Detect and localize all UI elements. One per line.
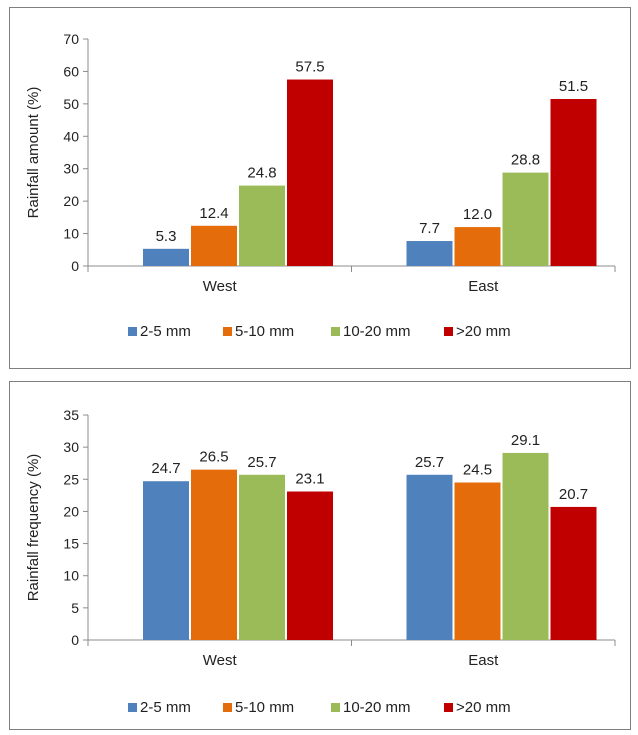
x-category-label: East xyxy=(468,278,499,295)
x-category-label: East xyxy=(468,652,499,669)
legend-label: >20 mm xyxy=(456,699,511,716)
y-tick-label: 20 xyxy=(63,503,79,519)
data-label: 26.5 xyxy=(199,449,228,466)
bar-2-5-mm-west xyxy=(143,481,189,640)
data-label: 12.4 xyxy=(199,205,228,222)
y-tick-label: 40 xyxy=(63,128,79,144)
y-tick-label: 15 xyxy=(63,536,79,552)
legend-swatch xyxy=(331,327,340,336)
legend-swatch xyxy=(128,327,137,336)
bar-10-20-mm-west xyxy=(239,185,285,266)
legend-label: 5-10 mm xyxy=(235,699,294,716)
data-label: 24.8 xyxy=(247,165,276,182)
y-tick-label: 35 xyxy=(63,407,79,423)
data-label: 7.7 xyxy=(419,220,440,237)
y-tick-label: 60 xyxy=(63,63,79,79)
data-label: 12.0 xyxy=(463,206,492,223)
y-tick-label: 5 xyxy=(71,600,79,616)
data-label: 57.5 xyxy=(295,59,324,76)
legend-swatch xyxy=(128,703,137,712)
x-category-label: West xyxy=(203,278,238,295)
data-label: 24.7 xyxy=(151,460,180,477)
legend-label: 2-5 mm xyxy=(140,699,191,716)
bar-5-10-mm-west xyxy=(191,225,237,266)
y-axis-title: Rainfall frequency (%) xyxy=(25,454,42,602)
data-label: 25.7 xyxy=(415,454,444,471)
bar-10-20-mm-west xyxy=(239,474,285,640)
y-tick-label: 0 xyxy=(71,632,79,648)
data-label: 20.7 xyxy=(559,486,588,503)
y-tick-label: 30 xyxy=(63,161,79,177)
legend-label: 10-20 mm xyxy=(343,323,411,340)
legend-label: 10-20 mm xyxy=(343,699,411,716)
bar-2-5-mm-west xyxy=(143,248,189,266)
bar-20-mm-west xyxy=(287,79,333,267)
y-tick-label: 10 xyxy=(63,568,79,584)
data-label: 5.3 xyxy=(156,228,177,245)
bar-20-mm-east xyxy=(550,98,597,266)
bar-5-10-mm-east xyxy=(454,482,501,640)
legend-label: >20 mm xyxy=(456,323,511,340)
y-tick-label: 50 xyxy=(63,96,79,112)
rainfall-frequency-chart-svg: 0 5 10 15 20 25 30 35 24.7 26.5 25.7 23.1 West 25.7 24… xyxy=(25,407,616,716)
legend-label: 2-5 mm xyxy=(140,323,191,340)
y-tick-label: 10 xyxy=(63,226,79,242)
bar-20-mm-west xyxy=(287,491,333,640)
bar-20-mm-east xyxy=(550,506,597,640)
data-label: 24.5 xyxy=(463,462,492,479)
legend-swatch xyxy=(444,327,453,336)
y-tick-label: 20 xyxy=(63,193,79,209)
data-label: 28.8 xyxy=(511,152,540,169)
x-category-label: West xyxy=(203,652,238,669)
legend-label: 5-10 mm xyxy=(235,323,294,340)
bar-5-10-mm-west xyxy=(191,469,237,640)
legend-swatch xyxy=(223,327,232,336)
rainfall-frequency-chart: 0 5 10 15 20 25 30 35 24.7 26.5 25.7 23.1 West 25.7 24… xyxy=(9,381,631,730)
rainfall-amount-chart-svg: 0 10 20 30 40 50 60 70 5.3 12.4 24.8 57.5 West 7.7 12.… xyxy=(25,31,616,340)
data-label: 51.5 xyxy=(559,78,588,95)
bar-2-5-mm-east xyxy=(406,474,453,640)
y-tick-label: 70 xyxy=(63,31,79,47)
bar-10-20-mm-east xyxy=(502,452,549,640)
y-tick-label: 25 xyxy=(63,471,79,487)
legend-swatch xyxy=(444,703,453,712)
bar-2-5-mm-east xyxy=(406,241,453,266)
rainfall-amount-chart: 0 10 20 30 40 50 60 70 5.3 12.4 24.8 57.5 West 7.7 12.… xyxy=(9,7,631,369)
legend-swatch xyxy=(331,703,340,712)
legend-swatch xyxy=(223,703,232,712)
bar-5-10-mm-east xyxy=(454,227,501,266)
y-tick-label: 30 xyxy=(63,439,79,455)
y-tick-label: 0 xyxy=(71,258,79,274)
y-axis-title: Rainfall amount (%) xyxy=(25,87,42,219)
data-label: 25.7 xyxy=(247,454,276,471)
data-label: 29.1 xyxy=(511,432,540,449)
data-label: 23.1 xyxy=(295,471,324,488)
bar-10-20-mm-east xyxy=(502,172,549,266)
